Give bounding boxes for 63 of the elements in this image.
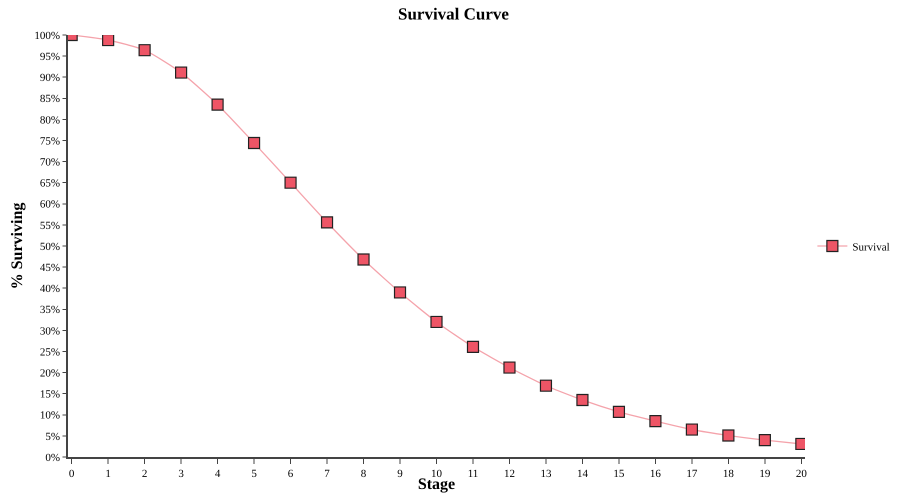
y-tick-label: 90%	[40, 72, 60, 84]
x-tick-label: 8	[360, 468, 367, 480]
point	[649, 415, 662, 428]
y-tick-label: 45%	[40, 262, 60, 274]
x-tick-label: 19	[759, 468, 771, 480]
y-tick-label: 80%	[40, 114, 60, 126]
point	[540, 380, 552, 392]
x-tick-label: 12	[504, 468, 515, 480]
point	[430, 316, 443, 328]
point	[503, 361, 516, 374]
y-tick-label: 70%	[40, 156, 60, 168]
legend-label: Survival	[852, 241, 890, 254]
y-tick-label: 20%	[40, 367, 60, 380]
point	[357, 253, 370, 266]
x-tick-label: 18	[722, 468, 734, 480]
point	[138, 44, 151, 56]
x-tick-label: 17	[686, 468, 698, 480]
point	[320, 216, 334, 228]
x-tick-label: 11	[468, 468, 478, 480]
y-tick-label: 5%	[45, 430, 60, 443]
x-tick-label: 15	[613, 468, 625, 480]
y-tick-label: 40%	[40, 283, 60, 296]
point	[758, 434, 771, 446]
x-tick-label: 14	[576, 468, 588, 480]
y-tick-label: 85%	[40, 93, 60, 106]
y-axis-title: % Surviving	[8, 202, 26, 290]
x-tick-label: 7	[324, 468, 330, 480]
chart-title: Survival Curve	[398, 4, 510, 24]
x-tick-label: 0	[68, 468, 75, 480]
point	[686, 423, 698, 436]
y-tick-label: 60%	[40, 198, 60, 211]
point	[175, 66, 188, 79]
y-tick-label: 50%	[40, 240, 60, 253]
y-tick-label: 95%	[40, 50, 60, 63]
point	[102, 35, 114, 46]
y-tick-label: 55%	[40, 220, 60, 232]
y-tick-label: 100%	[34, 30, 60, 42]
point	[284, 176, 297, 189]
point	[466, 340, 480, 353]
point	[576, 394, 589, 406]
x-tick-label: 4	[214, 468, 221, 480]
x-tick-label: 6	[288, 468, 294, 480]
x-tick-label: 1	[105, 468, 111, 480]
y-tick-label: 0%	[45, 452, 60, 464]
x-tick-label: 13	[540, 468, 552, 480]
x-tick-label: 9	[397, 468, 404, 480]
y-tick-label: 25%	[40, 346, 60, 358]
y-tick-label: 10%	[40, 410, 60, 422]
point	[211, 98, 224, 111]
point	[394, 286, 406, 299]
y-tick-label: 15%	[40, 388, 60, 401]
y-tick-label: 30%	[40, 325, 60, 338]
point	[722, 429, 734, 442]
point	[248, 136, 260, 150]
x-tick-label: 16	[650, 468, 662, 480]
y-tick-label: 75%	[40, 135, 60, 148]
y-tick-label: 65%	[40, 178, 60, 190]
y-tick-label: 35%	[40, 304, 60, 316]
x-tick-label: 2	[142, 468, 148, 480]
point	[612, 406, 626, 418]
x-tick-label: 5	[251, 468, 258, 480]
x-tick-label: 3	[178, 468, 184, 480]
x-tick-label: 20	[796, 468, 808, 480]
